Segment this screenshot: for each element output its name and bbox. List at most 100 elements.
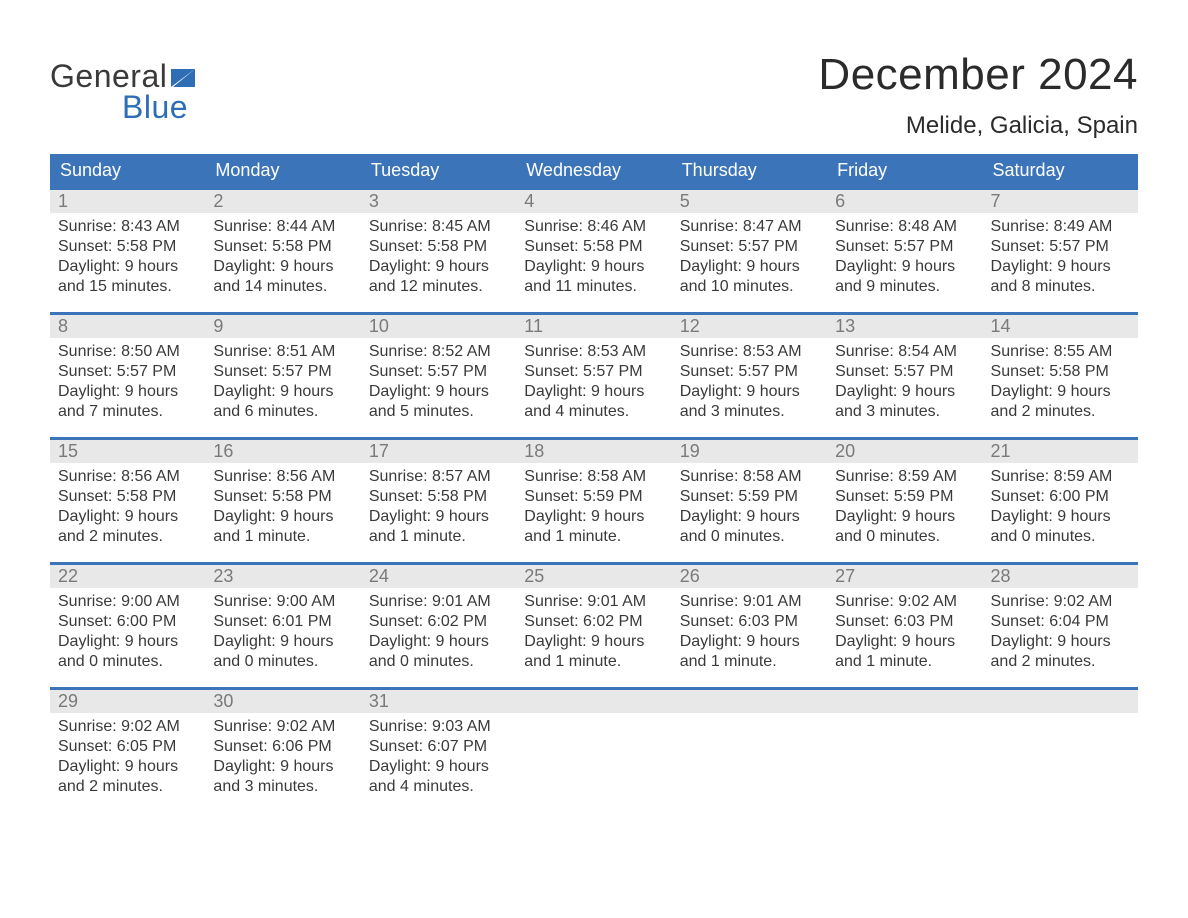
day-number: 6 bbox=[827, 190, 982, 213]
logo: General Blue bbox=[50, 58, 195, 126]
daylight-line-2: and 0 minutes. bbox=[369, 652, 508, 672]
dow-sunday: Sunday bbox=[50, 154, 205, 187]
sunset-line: Sunset: 6:01 PM bbox=[213, 612, 352, 632]
daylight-line-1: Daylight: 9 hours bbox=[524, 382, 663, 402]
day-body: Sunrise: 8:51 AMSunset: 5:57 PMDaylight:… bbox=[205, 338, 360, 422]
day-number: 24 bbox=[361, 565, 516, 588]
day-body: Sunrise: 8:54 AMSunset: 5:57 PMDaylight:… bbox=[827, 338, 982, 422]
sunrise-line: Sunrise: 9:00 AM bbox=[213, 592, 352, 612]
day-cell bbox=[827, 690, 982, 812]
day-body: Sunrise: 8:44 AMSunset: 5:58 PMDaylight:… bbox=[205, 213, 360, 297]
day-cell bbox=[516, 690, 671, 812]
daylight-line-2: and 14 minutes. bbox=[213, 277, 352, 297]
day-number: 14 bbox=[983, 315, 1138, 338]
day-cell: 16Sunrise: 8:56 AMSunset: 5:58 PMDayligh… bbox=[205, 440, 360, 562]
daylight-line-2: and 1 minute. bbox=[680, 652, 819, 672]
day-body: Sunrise: 8:52 AMSunset: 5:57 PMDaylight:… bbox=[361, 338, 516, 422]
daylight-line-2: and 3 minutes. bbox=[835, 402, 974, 422]
daylight-line-1: Daylight: 9 hours bbox=[213, 507, 352, 527]
dow-tuesday: Tuesday bbox=[361, 154, 516, 187]
day-number: 1 bbox=[50, 190, 205, 213]
sunset-line: Sunset: 6:02 PM bbox=[524, 612, 663, 632]
daylight-line-2: and 2 minutes. bbox=[991, 652, 1130, 672]
sunset-line: Sunset: 5:57 PM bbox=[369, 362, 508, 382]
daylight-line-2: and 6 minutes. bbox=[213, 402, 352, 422]
day-body: Sunrise: 8:55 AMSunset: 5:58 PMDaylight:… bbox=[983, 338, 1138, 422]
day-cell: 3Sunrise: 8:45 AMSunset: 5:58 PMDaylight… bbox=[361, 190, 516, 312]
sunset-line: Sunset: 6:05 PM bbox=[58, 737, 197, 757]
daylight-line-2: and 2 minutes. bbox=[58, 527, 197, 547]
sunset-line: Sunset: 6:02 PM bbox=[369, 612, 508, 632]
daylight-line-2: and 3 minutes. bbox=[213, 777, 352, 797]
logo-text-blue: Blue bbox=[122, 89, 188, 126]
daylight-line-1: Daylight: 9 hours bbox=[213, 757, 352, 777]
sunset-line: Sunset: 5:58 PM bbox=[213, 237, 352, 257]
day-number: 25 bbox=[516, 565, 671, 588]
day-cell: 14Sunrise: 8:55 AMSunset: 5:58 PMDayligh… bbox=[983, 315, 1138, 437]
day-number: 12 bbox=[672, 315, 827, 338]
sunset-line: Sunset: 5:58 PM bbox=[369, 487, 508, 507]
day-number: 18 bbox=[516, 440, 671, 463]
day-body: Sunrise: 8:49 AMSunset: 5:57 PMDaylight:… bbox=[983, 213, 1138, 297]
day-number: 15 bbox=[50, 440, 205, 463]
day-number: 22 bbox=[50, 565, 205, 588]
day-body: Sunrise: 9:02 AMSunset: 6:04 PMDaylight:… bbox=[983, 588, 1138, 672]
day-number: 7 bbox=[983, 190, 1138, 213]
day-cell: 20Sunrise: 8:59 AMSunset: 5:59 PMDayligh… bbox=[827, 440, 982, 562]
sunrise-line: Sunrise: 8:43 AM bbox=[58, 217, 197, 237]
week-row: 1Sunrise: 8:43 AMSunset: 5:58 PMDaylight… bbox=[50, 187, 1138, 312]
daylight-line-2: and 1 minute. bbox=[835, 652, 974, 672]
day-body: Sunrise: 8:43 AMSunset: 5:58 PMDaylight:… bbox=[50, 213, 205, 297]
sunrise-line: Sunrise: 8:46 AM bbox=[524, 217, 663, 237]
sunrise-line: Sunrise: 9:00 AM bbox=[58, 592, 197, 612]
sunrise-line: Sunrise: 8:57 AM bbox=[369, 467, 508, 487]
daylight-line-1: Daylight: 9 hours bbox=[680, 382, 819, 402]
week-row: 29Sunrise: 9:02 AMSunset: 6:05 PMDayligh… bbox=[50, 687, 1138, 812]
day-cell: 21Sunrise: 8:59 AMSunset: 6:00 PMDayligh… bbox=[983, 440, 1138, 562]
day-cell: 19Sunrise: 8:58 AMSunset: 5:59 PMDayligh… bbox=[672, 440, 827, 562]
daylight-line-1: Daylight: 9 hours bbox=[835, 632, 974, 652]
daylight-line-1: Daylight: 9 hours bbox=[369, 632, 508, 652]
daylight-line-1: Daylight: 9 hours bbox=[213, 632, 352, 652]
week-row: 22Sunrise: 9:00 AMSunset: 6:00 PMDayligh… bbox=[50, 562, 1138, 687]
day-body: Sunrise: 8:59 AMSunset: 5:59 PMDaylight:… bbox=[827, 463, 982, 547]
sunrise-line: Sunrise: 8:47 AM bbox=[680, 217, 819, 237]
sunset-line: Sunset: 6:03 PM bbox=[835, 612, 974, 632]
sunrise-line: Sunrise: 9:02 AM bbox=[835, 592, 974, 612]
day-cell: 26Sunrise: 9:01 AMSunset: 6:03 PMDayligh… bbox=[672, 565, 827, 687]
day-body: Sunrise: 9:01 AMSunset: 6:03 PMDaylight:… bbox=[672, 588, 827, 672]
day-body: Sunrise: 8:58 AMSunset: 5:59 PMDaylight:… bbox=[516, 463, 671, 547]
daylight-line-2: and 12 minutes. bbox=[369, 277, 508, 297]
day-cell bbox=[983, 690, 1138, 812]
daylight-line-2: and 1 minute. bbox=[524, 652, 663, 672]
sunrise-line: Sunrise: 9:02 AM bbox=[991, 592, 1130, 612]
daylight-line-1: Daylight: 9 hours bbox=[524, 632, 663, 652]
day-cell: 15Sunrise: 8:56 AMSunset: 5:58 PMDayligh… bbox=[50, 440, 205, 562]
day-body: Sunrise: 8:58 AMSunset: 5:59 PMDaylight:… bbox=[672, 463, 827, 547]
daylight-line-2: and 1 minute. bbox=[524, 527, 663, 547]
sunrise-line: Sunrise: 8:59 AM bbox=[991, 467, 1130, 487]
day-number: 10 bbox=[361, 315, 516, 338]
day-body: Sunrise: 9:02 AMSunset: 6:05 PMDaylight:… bbox=[50, 713, 205, 797]
daylight-line-2: and 10 minutes. bbox=[680, 277, 819, 297]
day-cell: 11Sunrise: 8:53 AMSunset: 5:57 PMDayligh… bbox=[516, 315, 671, 437]
daylight-line-1: Daylight: 9 hours bbox=[369, 507, 508, 527]
daylight-line-2: and 5 minutes. bbox=[369, 402, 508, 422]
sunrise-line: Sunrise: 8:58 AM bbox=[524, 467, 663, 487]
day-number: 23 bbox=[205, 565, 360, 588]
dow-monday: Monday bbox=[205, 154, 360, 187]
daylight-line-1: Daylight: 9 hours bbox=[991, 507, 1130, 527]
sunset-line: Sunset: 5:58 PM bbox=[991, 362, 1130, 382]
day-number-empty bbox=[983, 690, 1138, 713]
sunset-line: Sunset: 5:59 PM bbox=[835, 487, 974, 507]
day-cell: 13Sunrise: 8:54 AMSunset: 5:57 PMDayligh… bbox=[827, 315, 982, 437]
daylight-line-2: and 1 minute. bbox=[369, 527, 508, 547]
day-number: 29 bbox=[50, 690, 205, 713]
day-number: 20 bbox=[827, 440, 982, 463]
dow-saturday: Saturday bbox=[983, 154, 1138, 187]
daylight-line-2: and 4 minutes. bbox=[524, 402, 663, 422]
sunrise-line: Sunrise: 9:02 AM bbox=[213, 717, 352, 737]
day-body: Sunrise: 8:50 AMSunset: 5:57 PMDaylight:… bbox=[50, 338, 205, 422]
day-number: 21 bbox=[983, 440, 1138, 463]
title-block: December 2024 Melide, Galicia, Spain bbox=[818, 50, 1138, 140]
